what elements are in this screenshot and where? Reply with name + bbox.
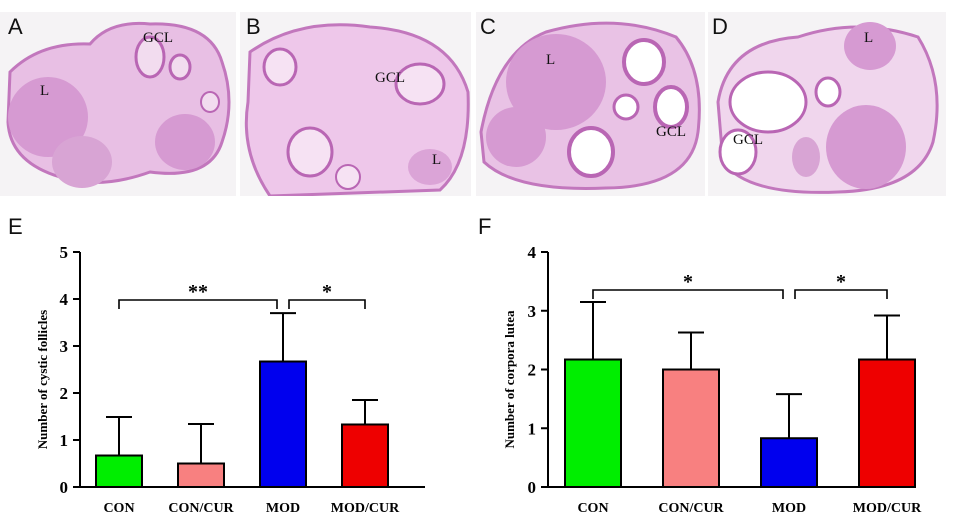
histology-panel-b xyxy=(240,12,471,196)
tissue-label-l: L xyxy=(864,30,874,46)
bar-mod xyxy=(760,437,818,488)
panel-letter-d: D xyxy=(712,14,728,39)
x-tick-label: MOD xyxy=(266,501,300,516)
y-tick-label: 2 xyxy=(528,361,537,380)
histology-panel-c xyxy=(476,12,705,196)
y-tick-label: 1 xyxy=(60,431,69,450)
panel-letter-a: A xyxy=(8,14,23,39)
bar-con xyxy=(564,358,622,489)
panel-letter-e: E xyxy=(8,214,23,239)
x-tick-label: MOD/CUR xyxy=(853,501,922,516)
x-tick-label: MOD xyxy=(772,501,806,516)
bar-mod-cur xyxy=(858,358,916,489)
tissue-label-gcl: GCL xyxy=(656,124,686,140)
y-tick-label: 2 xyxy=(60,384,69,403)
bar-con xyxy=(95,454,143,489)
y-tick-label: 3 xyxy=(60,337,69,356)
y-tick-label: 4 xyxy=(528,243,537,262)
tissue-label-l: L xyxy=(546,52,556,68)
x-tick-label: CON xyxy=(577,501,608,516)
significance-marker: * xyxy=(683,271,693,293)
tissue-label-gcl: GCL xyxy=(143,30,173,46)
y-tick-label: 0 xyxy=(60,478,69,497)
y-axis-label: Number of cystic follicles xyxy=(35,310,50,449)
tissue-label-gcl: GCL xyxy=(375,70,405,86)
bar-con-cur xyxy=(177,462,225,488)
x-tick-label: CON xyxy=(103,501,134,516)
panel-letter-b: B xyxy=(246,14,261,39)
panel-letter-f: F xyxy=(478,214,491,239)
significance-bracket xyxy=(794,289,888,299)
x-tick-label: CON/CUR xyxy=(658,501,724,516)
significance-bracket xyxy=(118,299,278,309)
bar-mod xyxy=(259,360,307,489)
y-tick-label: 1 xyxy=(528,419,537,438)
x-tick-label: MOD/CUR xyxy=(331,501,400,516)
y-tick-label: 4 xyxy=(60,290,69,309)
tissue-label-gcl: GCL xyxy=(733,132,763,148)
significance-bracket xyxy=(288,299,366,309)
y-tick-label: 5 xyxy=(60,243,69,262)
y-tick-label: 0 xyxy=(528,478,537,497)
histology-panel-a xyxy=(0,12,236,196)
y-axis-label: Number of corpora lutea xyxy=(502,310,517,449)
x-tick-label: CON/CUR xyxy=(168,501,234,516)
bar-con-cur xyxy=(662,368,720,488)
tissue-label-l: L xyxy=(432,152,442,168)
tissue-label-l: L xyxy=(40,83,50,99)
significance-bracket xyxy=(592,289,784,299)
significance-marker: * xyxy=(836,271,846,293)
significance-marker: * xyxy=(322,281,332,303)
panel-letter-c: C xyxy=(480,14,496,39)
y-tick-label: 3 xyxy=(528,302,537,321)
significance-marker: ** xyxy=(188,281,208,303)
bar-mod-cur xyxy=(341,423,389,488)
histology-panel-d xyxy=(708,12,946,196)
